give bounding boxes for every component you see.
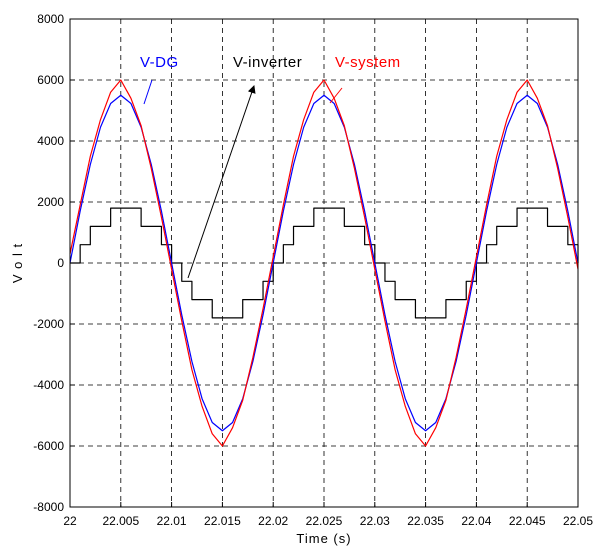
x-tick-label: 22.01 [157,514,187,528]
x-tick-label: 22 [63,514,77,528]
annotations: V-DG V-inverter V-system [140,54,401,279]
x-tick-label: 22.025 [306,514,343,528]
y-tick-label: 4000 [37,134,64,148]
x-tick-label: 22.05 [563,514,593,528]
annotation-v-system: V-system [335,54,401,71]
x-axis-label: Time (s) [296,531,351,546]
v-dg-arrow [143,79,153,105]
grid [70,19,578,507]
y-tick-label: -8000 [33,500,64,514]
y-tick-label: 8000 [37,12,64,26]
x-tick-label: 22.045 [509,514,546,528]
v-inverter-arrow [187,85,256,279]
x-tick-label: 22.02 [258,514,288,528]
x-tick-label: 22.035 [407,514,444,528]
y-tick-label: -6000 [33,439,64,453]
annotation-v-inverter: V-inverter [233,54,302,71]
series-layer [69,79,579,447]
annotation-v-dg: V-DG [140,54,179,71]
y-axis-label: V o l t [10,243,25,283]
x-tick-label: 22.015 [204,514,241,528]
series-line-v-dg [69,94,579,432]
v-system-arrow [329,87,343,104]
y-tick-label: 0 [57,256,64,270]
y-tick-label: 2000 [37,195,64,209]
x-tick-label: 22.04 [461,514,491,528]
tick-labels: 22 22.005 22.01 22.015 22.02 22.025 22.03 22.03… [33,12,593,528]
series-line-v-system [69,79,579,447]
series-line-v-inverter [70,207,579,319]
y-tick-label: -2000 [33,317,64,331]
y-tick-label: -4000 [33,378,64,392]
y-tick-label: 6000 [37,73,64,87]
x-tick-label: 22.03 [360,514,390,528]
x-tick-label: 22.005 [102,514,139,528]
